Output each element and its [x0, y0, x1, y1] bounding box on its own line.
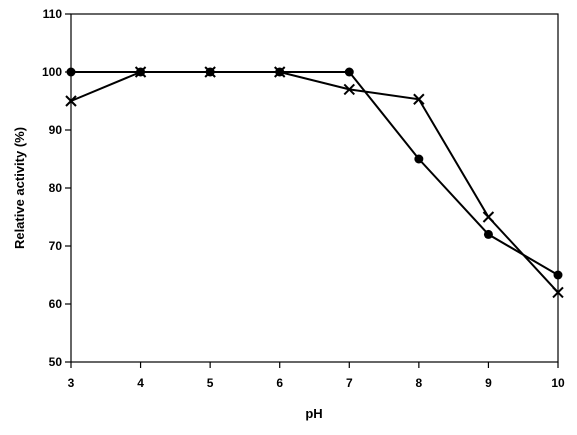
- series-line: [71, 71, 559, 276]
- series-1: [66, 67, 563, 280]
- y-tick-label: 110: [43, 7, 63, 21]
- series-line: [70, 71, 559, 294]
- x-tick-label: 8: [416, 376, 423, 390]
- data-point: [65, 95, 77, 107]
- x-tick-label: 10: [551, 376, 565, 390]
- x-tick-label: 6: [276, 376, 283, 390]
- data-point: [552, 286, 564, 299]
- data-point: [553, 270, 563, 280]
- y-tick-label: 60: [49, 297, 63, 311]
- y-tick-label: 50: [49, 355, 63, 369]
- series-layer: [65, 66, 564, 299]
- data-point: [204, 66, 216, 78]
- x-axis: 3 4 5 6 7 8 9 10: [68, 362, 565, 390]
- y-tick-label: 90: [49, 123, 63, 137]
- data-point: [274, 66, 286, 78]
- y-axis: 50 60 70 80 90 100 110: [42, 7, 71, 369]
- y-tick-label: 70: [49, 239, 63, 253]
- x-tick-label: 9: [485, 376, 492, 390]
- data-point: [344, 67, 354, 77]
- data-point: [482, 211, 495, 223]
- data-point: [413, 93, 425, 105]
- series-2: [65, 66, 564, 299]
- y-tick-label: 100: [42, 65, 62, 79]
- x-tick-label: 4: [137, 376, 144, 390]
- y-axis-title: Relative activity (%): [12, 127, 27, 249]
- x-tick-label: 5: [207, 376, 214, 390]
- plot-area: [70, 13, 559, 363]
- x-tick-label: 7: [346, 376, 353, 390]
- data-point: [66, 67, 76, 77]
- x-axis-title: pH: [305, 406, 322, 421]
- data-point: [414, 154, 424, 164]
- x-tick-label: 3: [68, 376, 75, 390]
- y-tick-label: 80: [49, 181, 63, 195]
- plot-frame: [70, 13, 559, 363]
- data-point: [483, 229, 493, 239]
- data-point: [343, 83, 355, 96]
- data-point: [134, 66, 147, 78]
